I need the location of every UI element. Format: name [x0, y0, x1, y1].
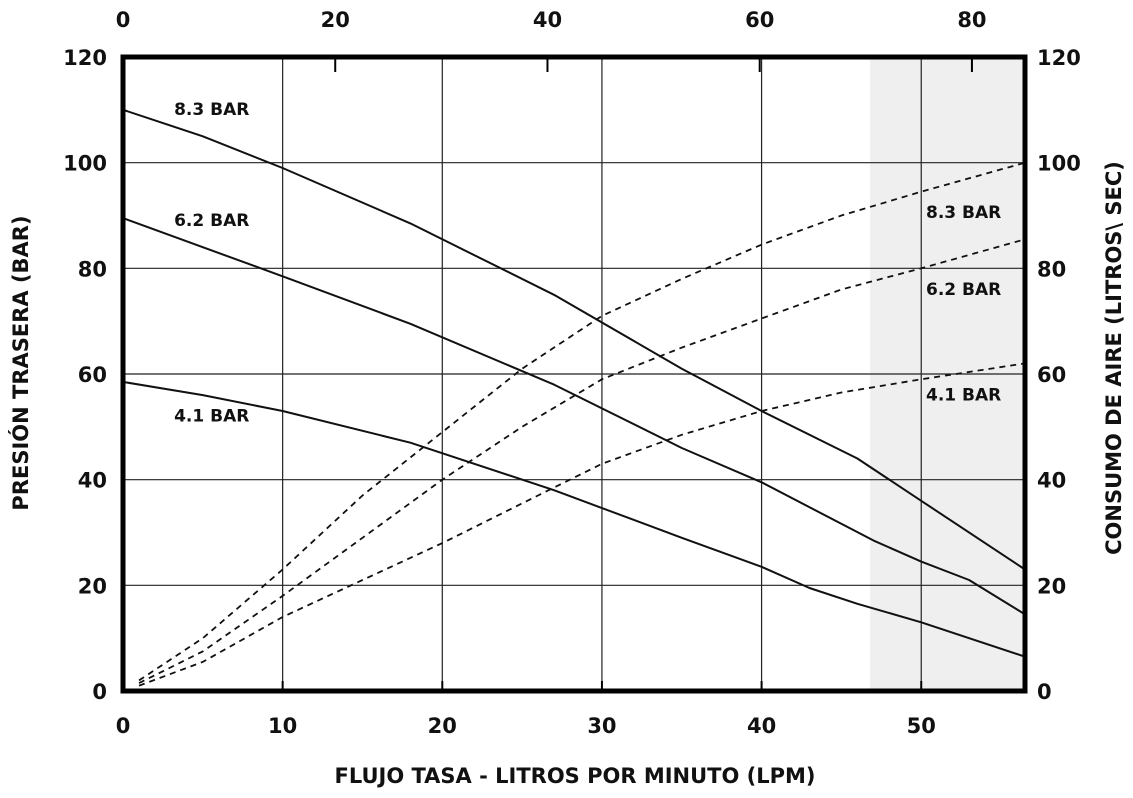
series-label-6-2-bar: 6.2 BAR: [926, 280, 1001, 300]
back-pressure-line-6-2-bar: [122, 217, 1026, 616]
y-axis-right-title: CONSUMO DE AIRE (LITROS\ SEC): [1102, 161, 1126, 555]
top-x-tick-label: 80: [957, 8, 986, 32]
top-x-tick-label: 40: [533, 8, 562, 32]
y-right-tick-label: 120: [1037, 46, 1081, 70]
series-label-8-3-bar: 8.3 BAR: [926, 203, 1001, 223]
x-tick-label: 40: [747, 714, 776, 738]
back-pressure-line-8-3-bar: [122, 108, 1026, 571]
x-tick-label: 20: [428, 714, 457, 738]
x-tick-label: 30: [587, 714, 616, 738]
y-left-tick-label: 80: [78, 257, 107, 281]
top-x-tick-label: 20: [321, 8, 350, 32]
y-right-tick-label: 80: [1037, 257, 1066, 281]
x-tick-label: 10: [268, 714, 297, 738]
y-left-tick-label: 40: [78, 469, 107, 493]
y-right-tick-label: 40: [1037, 469, 1066, 493]
x-tick-label: 50: [907, 714, 936, 738]
top-x-tick-label: 0: [116, 8, 131, 32]
x-tick-label: 0: [116, 714, 131, 738]
y-left-tick-label: 100: [63, 152, 107, 176]
y-right-tick-label: 60: [1037, 363, 1066, 387]
series-label-4-1-bar: 4.1 BAR: [926, 385, 1001, 405]
top-x-tick-label: 60: [745, 8, 774, 32]
series-label-4-1-bar: 4.1 BAR: [174, 407, 249, 427]
y-right-tick-label: 20: [1037, 574, 1066, 598]
air-consumption-line-6-2-bar: [138, 238, 1026, 684]
y-left-tick-label: 60: [78, 363, 107, 387]
series-label-6-2-bar: 6.2 BAR: [174, 211, 249, 231]
air-consumption-line-4-1-bar: [138, 362, 1026, 687]
series-label-8-3-bar: 8.3 BAR: [174, 100, 249, 120]
y-left-tick-label: 0: [92, 680, 107, 704]
x-axis-title: FLUJO TASA - LITROS POR MINUTO (LPM): [334, 764, 815, 788]
y-left-tick-label: 20: [78, 574, 107, 598]
back-pressure-line-4-1-bar: [122, 380, 1026, 658]
plot-frame: [120, 54, 1028, 694]
y-left-tick-label: 120: [63, 46, 107, 70]
y-axis-left-title: PRESIÓN TRASERA (BAR): [8, 215, 33, 510]
air-consumption-line-8-3-bar: [138, 161, 1026, 682]
y-right-tick-label: 100: [1037, 152, 1081, 176]
y-right-tick-label: 0: [1037, 680, 1052, 704]
